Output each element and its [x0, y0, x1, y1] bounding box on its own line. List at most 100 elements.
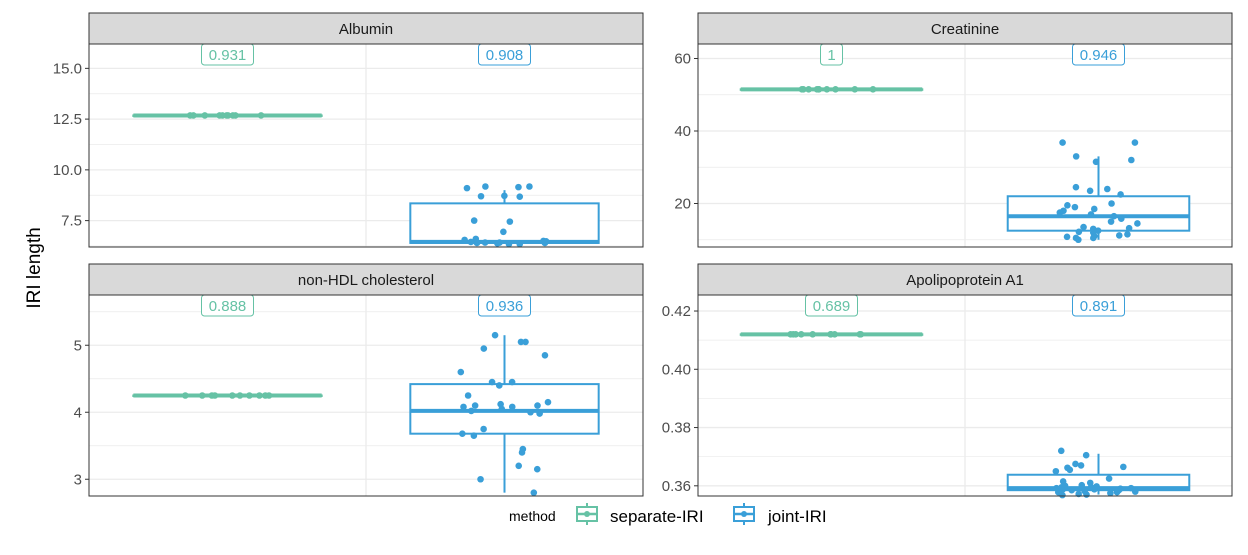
data-point: [1072, 153, 1080, 160]
data-point: [182, 392, 189, 399]
series-joint-iri: 0.908: [409, 43, 600, 248]
data-point: [517, 338, 525, 346]
data-point: [1125, 224, 1133, 232]
data-point: [815, 86, 822, 93]
data-point: [224, 112, 232, 119]
data-point: [533, 465, 541, 473]
y-tick-label: 40: [674, 123, 691, 140]
data-point: [1117, 191, 1124, 198]
data-point: [477, 192, 485, 200]
data-point: [481, 239, 489, 246]
legend-key-point: [741, 511, 747, 517]
data-point: [1072, 460, 1079, 468]
data-point: [1063, 233, 1071, 241]
y-axis-title: IRI length: [24, 227, 45, 308]
data-point: [1110, 212, 1118, 220]
coverage-label: 1: [827, 47, 835, 64]
data-point: [467, 238, 475, 246]
data-point: [1108, 200, 1115, 207]
data-point: [527, 408, 534, 416]
legend-label-separate-iri: separate-IRI: [610, 507, 704, 526]
y-tick-label: 7.5: [61, 213, 82, 230]
data-point: [789, 331, 797, 338]
data-point: [201, 112, 209, 119]
y-tick-label: 12.5: [53, 111, 82, 128]
data-point: [541, 239, 549, 247]
data-point: [1087, 211, 1095, 218]
data-point: [1068, 486, 1076, 494]
y-tick-label: 15.0: [53, 60, 82, 77]
data-point: [508, 378, 516, 386]
legend-key-point: [584, 511, 590, 517]
data-point: [1120, 463, 1127, 471]
data-point: [470, 217, 478, 224]
facet-strip: [697, 12, 1233, 45]
data-point: [1103, 185, 1111, 193]
data-point: [505, 240, 513, 248]
y-tick-label: 5: [74, 337, 82, 354]
data-point: [459, 430, 466, 437]
facet-strip: [697, 263, 1233, 296]
data-point: [1090, 234, 1097, 242]
data-point: [827, 331, 834, 338]
data-point: [236, 392, 244, 399]
data-point: [1127, 484, 1135, 492]
data-point: [797, 331, 805, 338]
legend-key-separate-iri: [576, 503, 598, 525]
data-point: [1057, 447, 1065, 455]
data-point: [1115, 232, 1123, 239]
y-tick-label: 3: [74, 471, 82, 488]
series-joint-iri: 0.936: [409, 294, 600, 496]
data-point: [460, 403, 467, 411]
data-point: [1113, 488, 1121, 496]
data-point: [516, 240, 524, 248]
data-point: [229, 392, 236, 399]
data-point: [256, 392, 263, 399]
data-point: [1056, 209, 1064, 216]
data-point: [1131, 139, 1139, 146]
coverage-label: 0.936: [486, 298, 524, 315]
data-point: [1058, 483, 1065, 491]
box: [409, 202, 600, 244]
y-tick-label: 0.42: [662, 303, 691, 320]
legend-title: method: [509, 508, 556, 524]
data-point: [186, 112, 194, 119]
legend: method separate-IRI joint-IRI: [509, 503, 827, 526]
series-separate-iri: 1: [739, 43, 924, 93]
data-point: [482, 183, 489, 190]
coverage-label: 0.946: [1080, 47, 1118, 64]
data-point: [534, 402, 541, 409]
data-point: [1091, 486, 1098, 493]
data-point: [544, 398, 552, 406]
data-point: [530, 489, 538, 496]
facet-strip-title: Creatinine: [931, 21, 999, 38]
data-point: [1124, 231, 1131, 238]
data-point: [480, 425, 487, 433]
facet-strip: [88, 12, 644, 45]
data-point: [1128, 156, 1135, 164]
data-point: [1083, 491, 1090, 498]
data-point: [508, 403, 516, 411]
data-point: [832, 86, 839, 93]
facet-panels: 7.5 10.0 12.5 15.0 0.931 0.908 Albumin 20 40 60 1 0…: [53, 12, 1233, 499]
facet-strip: [88, 263, 644, 296]
data-point: [473, 239, 481, 247]
data-point: [516, 193, 524, 200]
y-tick-label: 60: [674, 51, 691, 68]
data-point: [1107, 218, 1115, 225]
series-joint-iri: 0.946: [1006, 43, 1191, 244]
panel-apolipoprotein-a1: 0.36 0.38 0.40 0.42 0.689 0.891 Apolipoprotein…: [662, 263, 1233, 499]
data-point: [257, 112, 265, 119]
data-point: [1066, 466, 1074, 474]
data-point: [232, 112, 239, 119]
data-point: [809, 331, 816, 338]
series-separate-iri: 0.689: [739, 294, 924, 338]
data-point: [515, 462, 523, 470]
data-point: [536, 410, 543, 417]
data-point: [491, 331, 499, 339]
data-point: [1059, 139, 1066, 146]
coverage-label: 0.891: [1080, 298, 1118, 315]
series-separate-iri: 0.888: [132, 294, 323, 399]
data-point: [1134, 220, 1141, 227]
